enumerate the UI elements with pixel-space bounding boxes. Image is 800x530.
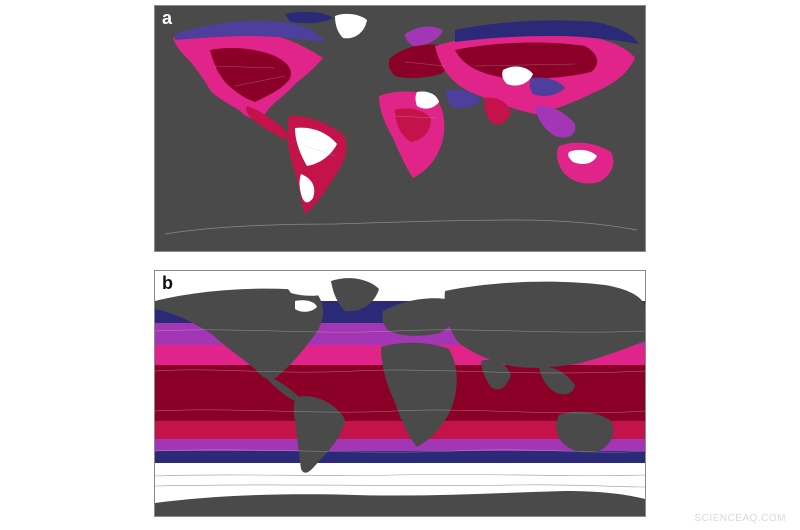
north-america-core — [210, 48, 292, 102]
india-land — [481, 359, 511, 390]
india-region — [484, 97, 511, 125]
southeast-asia-land — [539, 366, 575, 395]
arctic-islands — [285, 11, 333, 24]
asia-land — [444, 281, 645, 368]
ocean-band-south-low — [155, 451, 645, 465]
central-asia-nodata — [502, 66, 533, 86]
map-panel-b: b — [154, 270, 646, 517]
contour-lines — [155, 329, 645, 453]
tibet-region — [529, 77, 565, 96]
central-america — [246, 106, 288, 140]
africa-land — [381, 342, 457, 447]
watermark: SCIENCEAQ.COM — [694, 513, 786, 524]
europe-land — [382, 298, 458, 336]
central-africa — [395, 108, 431, 142]
scandinavia — [405, 26, 443, 46]
sahara-nodata — [415, 91, 439, 109]
greenland — [335, 13, 367, 39]
greenland-land — [331, 278, 379, 312]
ocean-map — [155, 271, 645, 516]
antarctica-outline — [164, 219, 638, 235]
antarctica-land — [155, 491, 645, 516]
antarctic-contours — [155, 474, 645, 488]
north-america-land — [155, 288, 324, 380]
australia-interior — [568, 149, 597, 164]
europe-region — [388, 44, 450, 79]
panel-label-a: a — [162, 8, 173, 28]
asia-north — [455, 20, 639, 44]
map-panel-a: a — [154, 5, 646, 252]
asia-core — [455, 42, 598, 79]
south-america-land — [293, 396, 345, 473]
australia-land — [556, 411, 614, 453]
ocean-band-south-pink — [155, 421, 645, 443]
terrestrial-map — [164, 11, 639, 235]
north-america-north — [175, 20, 325, 42]
south-america-nodata — [295, 127, 337, 166]
borders-a — [214, 61, 576, 157]
baffin-nodata — [295, 300, 317, 312]
middle-east — [446, 89, 481, 108]
panel-label-b: b — [162, 273, 173, 293]
arctic-nodata-patch — [285, 283, 331, 296]
south-america-south — [299, 174, 315, 203]
southeast-asia — [535, 105, 576, 138]
central-america-land — [267, 375, 300, 402]
